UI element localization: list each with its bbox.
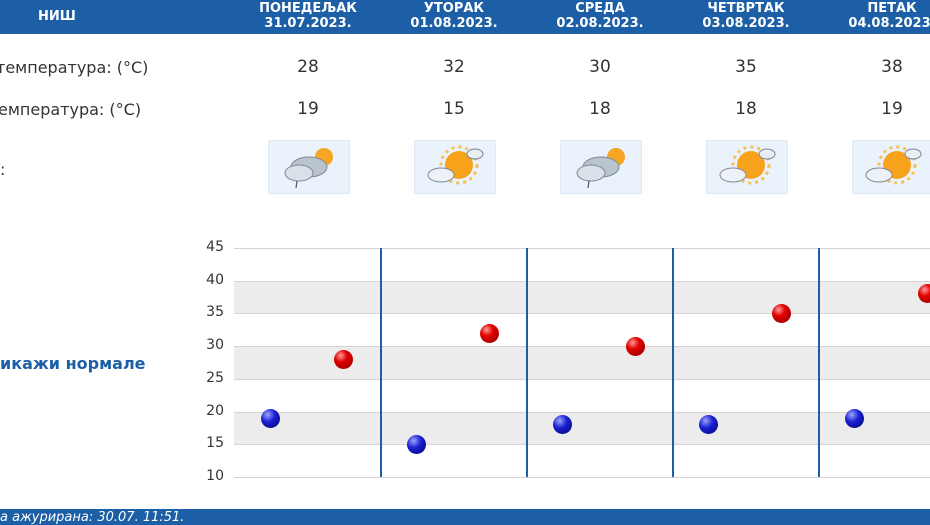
day-column-header: СРЕДА 02.08.2023.	[540, 1, 660, 31]
day-separator	[672, 248, 674, 477]
max-temp-point	[626, 336, 645, 356]
header-bar: НИШ ПОНЕДЕЉАК 31.07.2023. УТОРАК 01.08.2…	[0, 0, 930, 34]
day-date: 04.08.2023.	[848, 16, 930, 31]
max-temp-point	[334, 349, 353, 369]
cloud-sun-rain-icon	[268, 140, 350, 194]
city-name: НИШ	[38, 9, 76, 24]
y-tick-label: 10	[206, 468, 224, 484]
y-tick-label: 25	[206, 369, 224, 386]
grid-line	[234, 248, 930, 249]
min-temp-point	[845, 408, 864, 428]
grid-band	[234, 280, 930, 314]
last-updated-text: а ажурирана: 30.07. 11:51.	[0, 510, 185, 525]
sun-cloud-icon	[414, 140, 496, 194]
min-temp-value: 15	[443, 99, 465, 119]
day-date: 01.08.2023.	[410, 16, 498, 31]
cloud-sun-rain-icon	[560, 140, 642, 194]
day-name: ЧЕТВРТАК	[707, 1, 785, 16]
max-temp-value: 28	[297, 57, 319, 77]
max-temp-value: 32	[443, 57, 465, 77]
sun-cloud-icon	[706, 140, 788, 194]
day-name: УТОРАК	[423, 1, 485, 16]
max-temp-point	[918, 284, 930, 304]
y-tick-label: 40	[206, 271, 224, 288]
day-separator	[526, 248, 528, 477]
day-column-header: ПОНЕДЕЉАК 31.07.2023.	[248, 1, 368, 31]
max-temp-value: 38	[881, 57, 903, 77]
day-date: 02.08.2023.	[556, 16, 644, 31]
grid-line	[234, 477, 930, 478]
y-tick-label: 35	[206, 304, 224, 321]
show-normals-link[interactable]: икажи нормале	[0, 354, 146, 373]
grid-line	[234, 378, 930, 380]
max-temp-value: 35	[735, 57, 757, 77]
day-name: ПЕТАК	[867, 1, 917, 16]
grid-band	[234, 411, 930, 445]
grid-line	[234, 346, 930, 348]
grid-line	[234, 313, 930, 315]
max-temp-label: температура: (°C)	[0, 58, 149, 77]
day-name: СРЕДА	[575, 1, 625, 16]
min-temp-value: 18	[589, 99, 611, 119]
grid-line	[234, 411, 930, 413]
y-tick-label: 30	[206, 337, 224, 354]
min-temp-point	[261, 408, 280, 428]
day-name: ПОНЕДЕЉАК	[259, 1, 357, 16]
max-temp-point	[480, 323, 499, 343]
grid-line	[234, 280, 930, 282]
min-temp-value: 19	[881, 99, 903, 119]
day-date: 03.08.2023.	[702, 16, 790, 31]
min-temp-value: 19	[297, 99, 319, 119]
day-column-header: ЧЕТВРТАК 03.08.2023.	[686, 1, 806, 31]
day-date: 31.07.2023.	[264, 16, 352, 31]
y-tick-label: 45	[206, 239, 224, 255]
day-column-header: ПЕТАК 04.08.2023.	[832, 1, 930, 31]
y-tick-label: 20	[206, 402, 224, 419]
max-temp-point	[772, 303, 791, 323]
min-temp-label: емпература: (°C)	[0, 100, 142, 119]
y-tick-label: 15	[206, 435, 224, 452]
day-separator	[380, 248, 382, 477]
sun-cloud-icon	[852, 140, 930, 194]
min-temp-point	[553, 415, 572, 435]
grid-line	[234, 444, 930, 446]
min-temp-point	[699, 415, 718, 435]
weather-icon-label: :	[0, 160, 6, 179]
min-temp-point	[407, 434, 426, 454]
max-temp-value: 30	[589, 57, 611, 77]
day-separator	[818, 248, 820, 477]
min-temp-value: 18	[735, 99, 757, 119]
footer-bar: а ажурирана: 30.07. 11:51.	[0, 509, 930, 525]
day-column-header: УТОРАК 01.08.2023.	[394, 1, 514, 31]
